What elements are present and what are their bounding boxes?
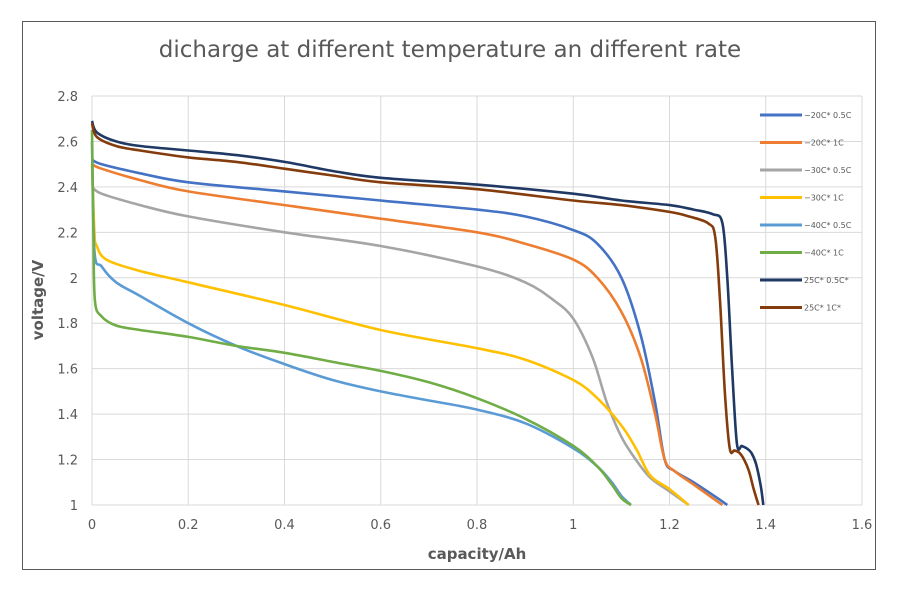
chart-frame [22,21,876,570]
y-tick-label: 2.4 [57,181,78,196]
y-tick-label: 2.6 [57,135,78,150]
legend-item: 25C* 0.5C* [760,276,849,285]
x-tick-label: 0 [88,518,96,533]
x-tick-label: 1.2 [659,518,680,533]
x-tick-label: 1.6 [852,518,873,533]
legend-label: 25C* 1C* [804,304,841,313]
x-tick-label: 0.6 [370,518,391,533]
y-tick-label: 1.4 [57,408,78,423]
y-tick-label: 1.8 [57,317,78,332]
y-tick-label: 2 [70,272,78,287]
x-tick-label: 1.4 [755,518,776,533]
legend-label: 25C* 0.5C* [804,276,849,285]
legend-item: −20C* 0.5C [760,111,852,120]
chart-title: dicharge at different temperature an dif… [158,37,742,63]
legend-label: −30C* 1C [804,194,844,203]
y-axis-label: voltage/V [29,259,47,340]
x-axis-label: capacity/Ah [428,545,527,563]
gridlines [91,95,863,506]
series-lines [90,120,765,507]
legend-label: −40C* 1C [804,249,844,258]
y-tick-label: 1 [70,499,78,514]
y-tick-label: 2.2 [57,226,78,241]
legend-item: −30C* 1C [760,194,844,203]
x-tick-labels: 0 0.2 0.4 0.6 0.8 1 1.2 1.4 1.6 [88,518,872,533]
legend-label: −20C* 1C [804,139,844,148]
series-line-5 [90,130,632,507]
series-line-7 [90,122,760,506]
legend-item: −20C* 1C [760,139,844,148]
y-tick-label: 2.8 [57,90,78,105]
y-tick-labels: 1 1.2 1.4 1.6 1.8 2 2.2 2.4 2.6 2.8 [57,90,78,514]
legend-item: 25C* 1C* [760,304,841,313]
x-tick-label: 0.4 [274,518,295,533]
x-tick-label: 0.2 [178,518,199,533]
series-line-2 [91,185,690,507]
x-tick-label: 1 [569,518,577,533]
y-tick-label: 1.2 [57,454,78,469]
series-line-3 [90,164,690,506]
legend-label: −40C* 0.5C [804,221,852,230]
legend-label: −20C* 0.5C [804,111,852,120]
legend-item: −40C* 0.5C [760,221,852,230]
legend: −20C* 0.5C −20C* 1C −30C* 0.5C −30C* 1C −40C… [760,111,852,313]
legend-item: −40C* 1C [760,249,844,258]
series-line-1 [91,163,724,507]
y-tick-label: 1.6 [57,363,78,378]
series-line-6 [90,120,765,506]
legend-item: −30C* 0.5C [760,166,852,175]
legend-label: −30C* 0.5C [804,166,852,175]
x-tick-label: 0.8 [467,518,488,533]
